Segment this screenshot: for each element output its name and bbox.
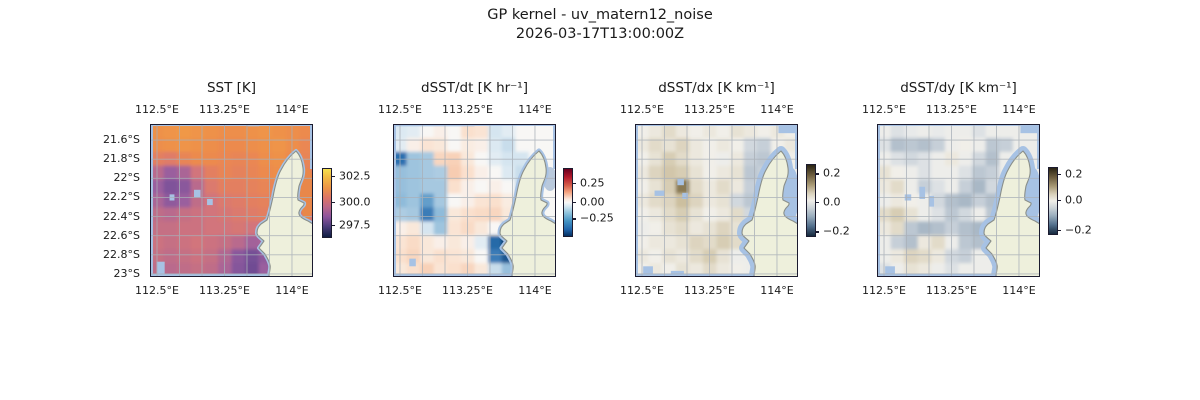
colorbar-tick-label: −0.2: [1065, 223, 1092, 237]
map-dsst-dy: [877, 124, 1040, 277]
graticule: [393, 124, 556, 277]
figure-title: GP kernel - uv_matern12_noise: [487, 7, 713, 23]
y-tick-label: 22.8°S: [103, 247, 140, 261]
colorbar-tick-mark: [815, 201, 819, 203]
colorbar-gradient: [806, 164, 816, 237]
y-tick-label: 21.6°S: [103, 133, 140, 147]
colorbar-tick-mark: [572, 202, 576, 204]
colorbar-tick-label: 0.0: [1065, 193, 1083, 207]
x-tick-label: 114°E: [1002, 103, 1036, 116]
panel-title-dsst-dy: dSST/dy [K km⁻¹]: [900, 80, 1017, 96]
x-tick-label: 112.5°E: [135, 103, 179, 116]
x-tick-label: 113.25°E: [684, 103, 735, 116]
colorbar-tick-mark: [1057, 173, 1061, 175]
y-tick-label: 22.6°S: [103, 228, 140, 242]
colorbar-tick-label: 300.0: [339, 195, 371, 209]
y-tick-label: 22°S: [113, 171, 140, 185]
x-tick-label: 112.5°E: [378, 284, 422, 297]
colorbar-tick-label: −0.25: [580, 211, 614, 225]
map-layers: [635, 124, 798, 277]
figure-subtitle: 2026-03-17T13:00:00Z: [515, 26, 685, 42]
x-tick-label: 114°E: [275, 103, 309, 116]
map-dsst-dt: [393, 124, 556, 277]
x-tick-label: 114°E: [1002, 284, 1036, 297]
colorbar-tick-mark: [572, 182, 576, 185]
x-tick-label: 112.5°E: [862, 284, 906, 297]
x-tick-label: 113.25°E: [442, 284, 493, 297]
x-axis-top-tick-labels: 112.5°E 113.25°E 114°E: [378, 103, 556, 117]
map-sst: [150, 124, 313, 277]
axes-border: [393, 124, 556, 277]
panel-dsst-dt: dSST/dt [K hr⁻¹] 112.5°E 113.25°E 114°E 11…: [378, 0, 556, 400]
x-axis-bottom-tick-labels: 112.5°E 113.25°E 114°E: [620, 284, 798, 298]
colorbar-tick-label: 0.0: [823, 195, 841, 209]
x-tick-label: 112.5°E: [620, 103, 664, 116]
x-axis-bottom-tick-labels: 112.5°E 113.25°E 114°E: [378, 284, 556, 298]
colorbar-tick-label: 0.00: [580, 195, 605, 209]
colorbar-tick-mark: [331, 202, 335, 204]
colorbar-tick-label: 0.2: [823, 166, 841, 180]
x-tick-label: 113.25°E: [442, 103, 493, 116]
x-tick-label: 113.25°E: [684, 284, 735, 297]
x-tick-label: 114°E: [760, 103, 794, 116]
x-tick-label: 112.5°E: [378, 103, 422, 116]
y-tick-label: 22.4°S: [103, 209, 140, 223]
panel-title-sst: SST [K]: [206, 80, 257, 96]
x-axis-top-tick-labels: 112.5°E 113.25°E 114°E: [135, 103, 313, 117]
graticule: [150, 124, 313, 277]
panel-title-dsst-dt: dSST/dt [K hr⁻¹]: [421, 80, 528, 96]
colorbar-tick-mark: [1057, 229, 1061, 231]
colorbar-tick-mark: [331, 225, 335, 227]
x-tick-label: 113.25°E: [199, 284, 250, 297]
map-layers: [393, 124, 556, 277]
x-axis-bottom-tick-labels: 112.5°E 113.25°E 114°E: [862, 284, 1040, 298]
panel-dsst-dy: dSST/dy [K km⁻¹] 112.5°E 113.25°E 114°E 11…: [862, 0, 1040, 400]
map-layers: [150, 124, 313, 277]
x-axis-top-tick-labels: 112.5°E 113.25°E 114°E: [620, 103, 798, 117]
panel-title-dsst-dx: dSST/dx [K km⁻¹]: [658, 80, 775, 96]
y-tick-label: 21.8°S: [103, 152, 140, 166]
y-tick-label: 22.2°S: [103, 190, 140, 204]
panel-dsst-dx: dSST/dx [K km⁻¹] 112.5°E 113.25°E 114°E 11…: [620, 0, 798, 400]
colorbar-tick-label: 0.25: [580, 176, 605, 190]
colorbar-tick-mark: [331, 176, 335, 178]
y-axis-tick-labels: 21.6°S 21.8°S 22°S 22.2°S 22.4°S 22.6°S 22.8°S…: [85, 124, 145, 280]
colorbar-tick-label: 0.2: [1065, 167, 1083, 181]
colorbar-tick-mark: [572, 218, 576, 220]
x-tick-label: 113.25°E: [199, 103, 250, 116]
x-tick-label: 114°E: [275, 284, 309, 297]
x-tick-label: 113.25°E: [926, 103, 977, 116]
x-tick-label: 112.5°E: [135, 284, 179, 297]
colorbar-tick-mark: [815, 173, 819, 175]
graticule: [635, 124, 798, 277]
colorbar-tick-mark: [815, 231, 819, 233]
map-layers: [877, 124, 1040, 277]
x-tick-label: 112.5°E: [620, 284, 664, 297]
colorbar-tick-label: 297.5: [339, 218, 371, 232]
x-tick-label: 114°E: [518, 284, 552, 297]
axes-border: [635, 124, 798, 277]
axes-border: [877, 124, 1040, 277]
x-axis-bottom-tick-labels: 112.5°E 113.25°E 114°E: [135, 284, 313, 298]
x-axis-top-tick-labels: 112.5°E 113.25°E 114°E: [862, 103, 1040, 117]
axes-border: [150, 124, 313, 277]
colorbar-tick-mark: [1057, 200, 1061, 202]
y-tick-label: 23°S: [113, 266, 140, 280]
map-dsst-dx: [635, 124, 798, 277]
x-tick-label: 114°E: [518, 103, 552, 116]
x-tick-label: 114°E: [760, 284, 794, 297]
x-tick-label: 112.5°E: [862, 103, 906, 116]
panel-sst: SST [K] 112.5°E 113.25°E 114°E 112.5°E 113.…: [135, 0, 313, 400]
graticule: [877, 124, 1040, 277]
colorbar-tick-label: −0.2: [823, 224, 850, 238]
colorbar-tick-label: 302.5: [339, 169, 371, 183]
x-tick-label: 113.25°E: [926, 284, 977, 297]
